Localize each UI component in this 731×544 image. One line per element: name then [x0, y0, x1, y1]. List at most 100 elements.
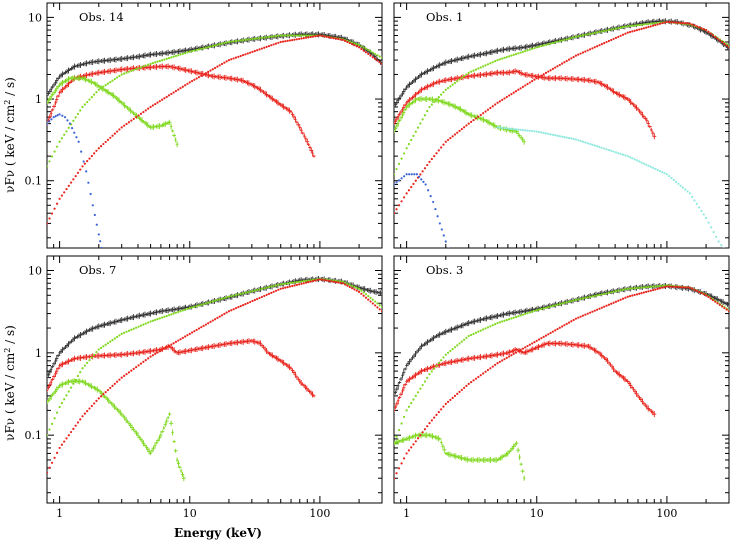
model-point: [281, 287, 285, 290]
model-point: [628, 156, 632, 159]
model-point: [118, 128, 121, 131]
model-point: [344, 39, 347, 43]
model-point: [216, 65, 219, 68]
model-point: [218, 64, 221, 67]
model-point: [718, 39, 721, 42]
model-point: [551, 41, 554, 45]
model-point: [369, 300, 372, 303]
model-point: [241, 54, 245, 57]
model-point: [537, 75, 541, 78]
model-point: [209, 69, 212, 72]
model-point: [132, 68, 135, 72]
model-point: [410, 185, 413, 189]
model-point: [482, 65, 485, 68]
model-point: [558, 39, 561, 43]
model-point: [633, 24, 636, 27]
model-point: [376, 54, 379, 57]
model-point: [61, 114, 64, 117]
model-point: [91, 204, 94, 207]
model-point: [512, 53, 515, 56]
model-point: [225, 311, 228, 314]
series-model_comptonization: [47, 277, 382, 437]
series-model_disk: [394, 173, 450, 248]
model-point: [55, 202, 59, 205]
model-point: [158, 59, 161, 63]
model-point: [416, 126, 420, 129]
model-point: [334, 37, 338, 40]
model-point: [402, 152, 406, 155]
model-point: [258, 37, 261, 40]
y-tick-label: 10: [28, 264, 42, 277]
model-point: [474, 117, 478, 120]
model-point: [86, 361, 89, 364]
model-point: [202, 73, 205, 76]
model-point: [435, 152, 438, 155]
model-point: [408, 173, 411, 176]
model-point: [304, 279, 308, 282]
model-point: [113, 337, 116, 340]
model-point: [412, 134, 415, 137]
model-point: [50, 422, 54, 425]
model-point: [316, 34, 319, 37]
model-point: [272, 35, 275, 38]
model-point: [237, 39, 240, 42]
model-point: [125, 71, 128, 74]
model-point: [588, 48, 592, 51]
model-point: [348, 41, 351, 45]
model-point: [402, 196, 406, 199]
model-point: [549, 69, 552, 72]
model-point: [200, 47, 203, 50]
model-point: [48, 160, 51, 163]
model-point: [702, 28, 705, 31]
model-point: [364, 296, 368, 299]
model-point: [410, 173, 413, 176]
model-point: [503, 56, 506, 59]
model-point: [106, 342, 110, 345]
model-point: [53, 456, 56, 459]
model-point: [318, 278, 322, 281]
model-point: [467, 71, 470, 74]
model-point: [188, 332, 191, 335]
model-point: [47, 434, 49, 437]
model-point: [549, 133, 552, 136]
model-point: [668, 175, 671, 178]
model-point: [154, 61, 157, 64]
model-point: [519, 51, 522, 54]
y-tick-label: 0.1: [25, 429, 43, 442]
model-point: [374, 57, 377, 60]
model-point: [429, 194, 432, 198]
model-point: [81, 415, 84, 418]
model-point: [223, 61, 226, 64]
model-point: [232, 40, 235, 43]
model-point: [607, 39, 610, 43]
x-tick-label: 1: [403, 507, 410, 520]
model-point: [225, 296, 228, 299]
model-point: [239, 305, 242, 308]
model-point: [151, 62, 154, 65]
model-point: [517, 128, 520, 131]
model-point: [302, 280, 305, 283]
model-point: [668, 20, 671, 24]
model-point: [472, 119, 475, 122]
model-point: [154, 352, 157, 356]
model-point: [561, 62, 564, 65]
model-point: [433, 100, 436, 104]
model-point: [700, 27, 703, 30]
model-point: [179, 310, 182, 313]
model-point: [52, 116, 55, 119]
model-point: [281, 34, 285, 37]
model-point: [362, 49, 365, 52]
model-point: [554, 134, 557, 137]
model-point: [360, 47, 363, 51]
model-point: [220, 42, 224, 45]
model-point: [246, 301, 249, 305]
model-point: [357, 43, 361, 47]
model-point: [147, 357, 150, 360]
model-point: [332, 37, 335, 40]
model-point: [132, 117, 135, 120]
model-point: [244, 53, 247, 56]
model-point: [209, 320, 212, 323]
model-point: [681, 21, 685, 25]
model-point: [460, 127, 463, 131]
model-point: [184, 52, 187, 55]
